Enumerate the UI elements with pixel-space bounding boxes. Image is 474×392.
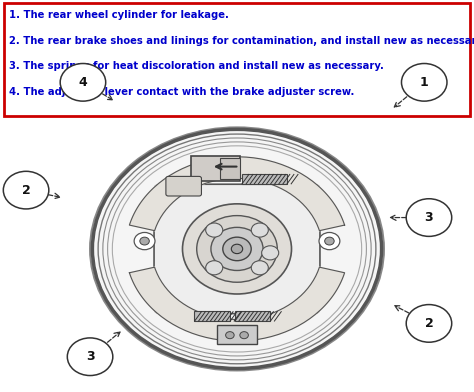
Circle shape: [319, 232, 340, 250]
Circle shape: [206, 223, 223, 237]
Bar: [242, 174, 287, 184]
Circle shape: [60, 64, 106, 101]
Bar: [194, 311, 230, 321]
Circle shape: [226, 332, 234, 339]
FancyBboxPatch shape: [220, 158, 240, 179]
Polygon shape: [129, 157, 345, 230]
Bar: [4, 3, 470, 116]
Circle shape: [251, 223, 268, 237]
Circle shape: [67, 338, 113, 376]
Text: 1. The rear wheel cylinder for leakage.: 1. The rear wheel cylinder for leakage.: [9, 10, 229, 20]
Circle shape: [3, 171, 49, 209]
Circle shape: [134, 232, 155, 250]
Circle shape: [401, 64, 447, 101]
Circle shape: [406, 199, 452, 236]
Text: 3: 3: [86, 350, 94, 363]
Circle shape: [325, 237, 334, 245]
Circle shape: [240, 332, 248, 339]
Circle shape: [182, 204, 292, 294]
Text: 1: 1: [420, 76, 428, 89]
Circle shape: [262, 246, 279, 260]
Circle shape: [223, 237, 251, 261]
Polygon shape: [129, 267, 345, 341]
FancyBboxPatch shape: [191, 156, 240, 181]
Circle shape: [140, 237, 149, 245]
Circle shape: [95, 131, 379, 367]
Text: 2. The rear brake shoes and linings for contamination, and install new as necess: 2. The rear brake shoes and linings for …: [9, 36, 474, 46]
FancyBboxPatch shape: [166, 176, 201, 196]
Text: 2: 2: [425, 317, 433, 330]
FancyBboxPatch shape: [217, 325, 257, 344]
Text: 3: 3: [425, 211, 433, 224]
Circle shape: [211, 227, 263, 270]
Bar: [235, 311, 270, 321]
FancyBboxPatch shape: [154, 184, 320, 314]
Circle shape: [231, 244, 243, 254]
Circle shape: [251, 261, 268, 275]
Text: 4. The adjusting lever contact with the brake adjuster screw.: 4. The adjusting lever contact with the …: [9, 87, 355, 97]
Text: 4: 4: [79, 76, 87, 89]
Circle shape: [197, 216, 277, 282]
Text: 3. The springs for heat discoloration and install new as necessary.: 3. The springs for heat discoloration an…: [9, 61, 384, 71]
Circle shape: [206, 261, 223, 275]
Circle shape: [406, 305, 452, 342]
Text: 2: 2: [22, 183, 30, 197]
